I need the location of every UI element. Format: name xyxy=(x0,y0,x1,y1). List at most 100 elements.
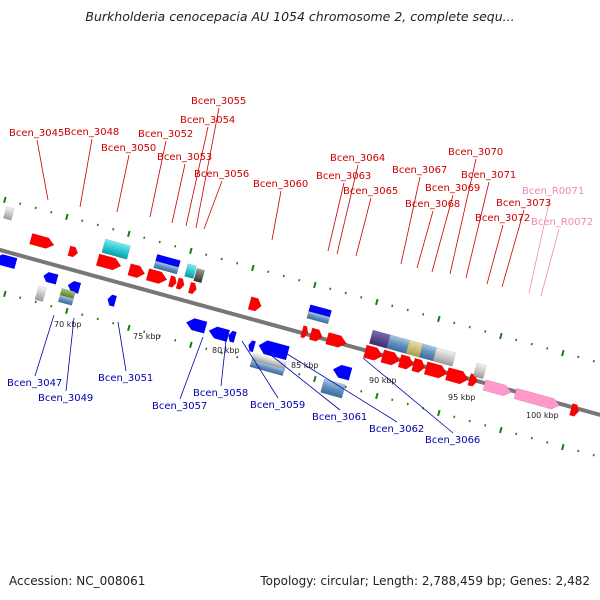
outer-minor-tick xyxy=(50,210,53,214)
leader-line xyxy=(271,190,282,241)
outer-minor-tick xyxy=(530,342,533,346)
cds-arrow xyxy=(145,268,168,284)
gene-box xyxy=(34,285,47,302)
gene-box xyxy=(432,347,457,367)
outer-minor-tick xyxy=(360,296,363,299)
cds-arrow xyxy=(185,318,208,334)
cds-arrow xyxy=(95,253,122,271)
scale-label: 80 kbp xyxy=(212,346,240,355)
leader-line xyxy=(449,158,477,275)
inner-minor-tick xyxy=(468,419,471,423)
scale-label: 70 kbp xyxy=(54,320,82,329)
outer-minor-tick xyxy=(484,330,487,333)
inner-minor-tick xyxy=(158,334,161,338)
outer-minor-tick xyxy=(329,287,332,291)
inner-minor-tick xyxy=(453,415,456,419)
inner-minor-tick xyxy=(484,424,487,427)
outer-major-tick xyxy=(437,315,441,323)
outer-minor-tick xyxy=(577,355,580,359)
leader-line xyxy=(486,224,504,285)
cds-arrow xyxy=(332,364,353,381)
gene-label: Bcen_3051 xyxy=(98,373,153,384)
gene-box xyxy=(153,260,179,275)
outer-minor-tick xyxy=(298,279,301,282)
cds-arrow xyxy=(29,233,55,249)
gene-box xyxy=(320,378,346,399)
gene-label: Bcen_3045 xyxy=(9,128,64,139)
inner-major-tick xyxy=(437,409,441,417)
cds-arrow xyxy=(0,254,18,270)
leader-line xyxy=(355,197,372,257)
cds-arrow xyxy=(380,349,401,366)
cds-arrow xyxy=(444,367,469,385)
gene-box xyxy=(472,362,487,380)
gene-label: Bcen_3053 xyxy=(157,152,212,163)
outer-minor-tick xyxy=(143,236,146,239)
gene-box xyxy=(59,287,76,299)
gene-label: Bcen_3072 xyxy=(475,213,530,224)
outer-minor-tick xyxy=(282,274,285,278)
cds-arrow xyxy=(300,325,309,339)
gene-label: Bcen_R0072 xyxy=(531,217,593,228)
leader-line xyxy=(117,321,127,372)
inner-major-tick xyxy=(313,375,317,383)
outer-major-tick xyxy=(375,298,379,306)
inner-minor-tick xyxy=(174,338,177,342)
cds-arrow xyxy=(248,340,257,353)
gene-label: Bcen_3054 xyxy=(180,115,235,126)
gene-box xyxy=(57,294,74,306)
outer-minor-tick xyxy=(546,347,549,350)
gene-label: Bcen_R0071 xyxy=(522,186,584,197)
scale-label: 75 kbp xyxy=(133,332,161,341)
gene-label: Bcen_3061 xyxy=(312,412,367,423)
gene-label: Bcen_3069 xyxy=(425,183,480,194)
gene-box xyxy=(306,311,331,325)
outer-minor-tick xyxy=(34,206,37,210)
inner-major-tick xyxy=(65,307,69,315)
cds-arrow xyxy=(107,294,118,307)
outer-minor-tick xyxy=(422,313,425,316)
inner-major-tick xyxy=(3,290,7,298)
leader-line xyxy=(116,154,130,213)
cds-arrow xyxy=(325,332,347,348)
leader-line xyxy=(220,339,227,387)
inner-minor-tick xyxy=(220,351,223,355)
cds-arrow xyxy=(175,277,185,290)
leader-line xyxy=(79,138,93,208)
gene-box xyxy=(419,343,437,362)
inner-minor-tick xyxy=(205,347,208,351)
inner-minor-tick xyxy=(34,300,37,304)
leader-line xyxy=(465,181,490,279)
inner-minor-tick xyxy=(344,385,347,389)
gene-label: Bcen_3068 xyxy=(405,199,460,210)
leader-line xyxy=(336,164,359,255)
gene-box xyxy=(386,334,410,354)
inner-minor-tick xyxy=(360,390,363,393)
outer-major-tick xyxy=(499,332,503,340)
rna-arrow xyxy=(482,379,512,397)
outer-major-tick xyxy=(127,230,131,238)
rna-arrow xyxy=(513,387,560,410)
cds-arrow xyxy=(127,263,146,278)
scale-label: 95 kbp xyxy=(448,393,476,402)
leader-line xyxy=(431,194,454,273)
cds-arrow xyxy=(569,403,580,417)
cds-arrow xyxy=(208,326,231,343)
outer-minor-tick xyxy=(220,257,223,261)
cds-arrow xyxy=(67,245,79,258)
gene-label: Bcen_3064 xyxy=(330,153,385,164)
outer-minor-tick xyxy=(344,291,347,295)
leader-line xyxy=(528,197,551,294)
leader-line xyxy=(185,126,209,227)
outer-minor-tick xyxy=(19,202,22,205)
leader-line xyxy=(241,340,279,399)
gene-box xyxy=(101,238,131,260)
outer-major-tick xyxy=(561,349,565,357)
inner-major-tick xyxy=(375,392,379,400)
scale-label: 90 kbp xyxy=(369,376,397,385)
cds-arrow xyxy=(397,354,414,370)
accession-text: Accession: NC_008061 xyxy=(9,574,146,588)
leader-line xyxy=(501,209,525,288)
outer-major-tick xyxy=(65,213,69,221)
